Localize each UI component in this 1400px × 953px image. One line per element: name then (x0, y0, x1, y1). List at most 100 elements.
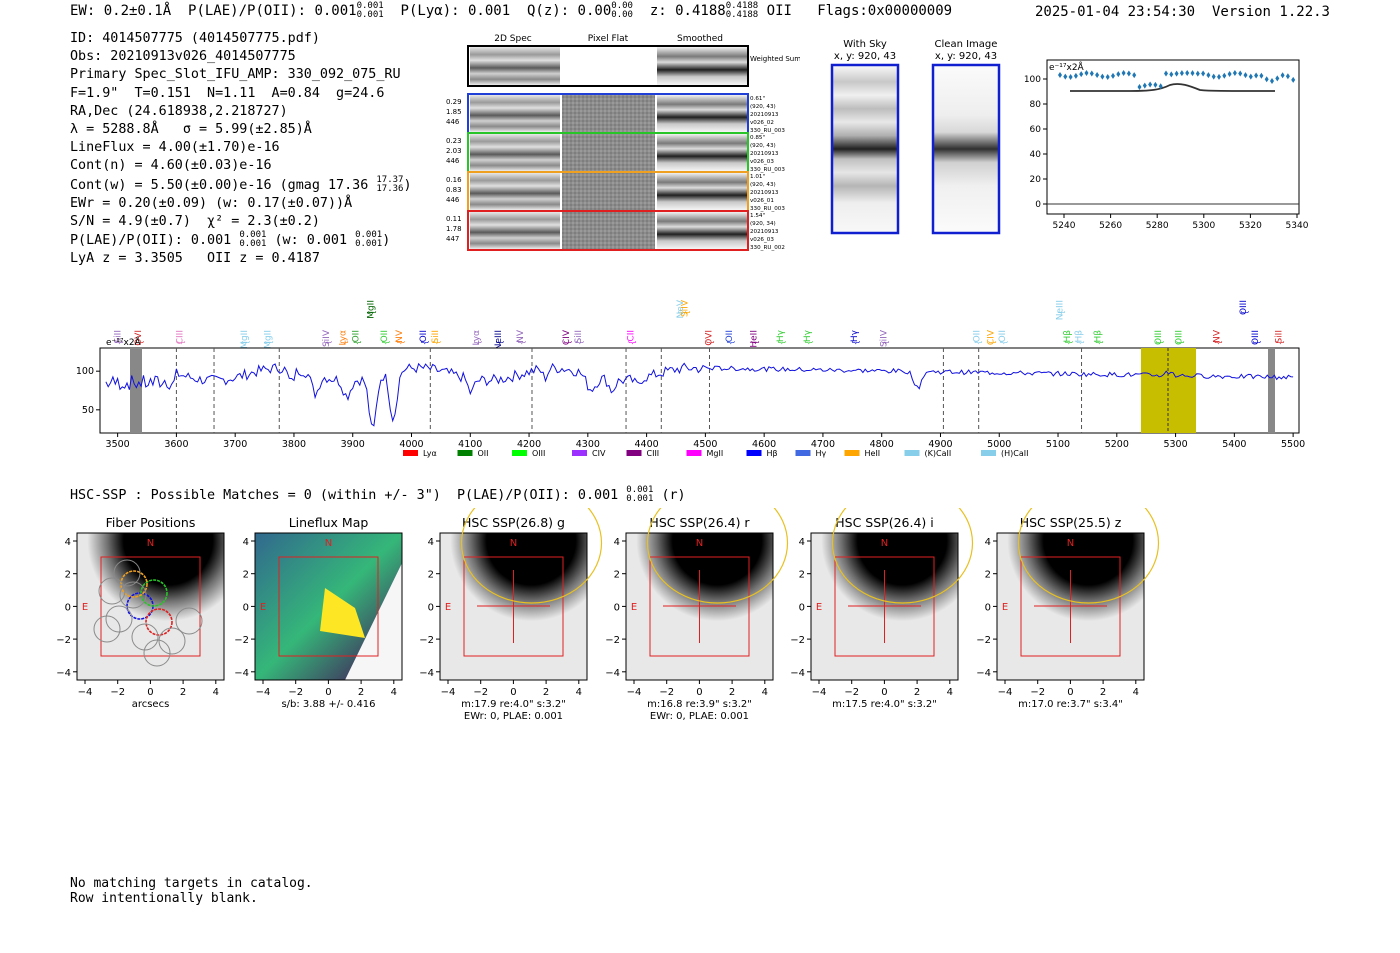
emission-line-label: Hγ (776, 329, 786, 342)
emission-line-brace: { (1064, 340, 1073, 345)
cutout-xtick-label: 4 (391, 687, 397, 698)
zoom-ytick-label: 80 (1030, 100, 1042, 110)
fs-xtick-label: 3900 (341, 439, 365, 450)
spec-row-2d (470, 173, 560, 210)
emission-line-label: SiIV (322, 329, 332, 347)
emission-line-brace: { (473, 340, 482, 345)
sn-chi2: S/N = 4.9(±0.7) χ² = 2.3(±0.2) (70, 214, 320, 230)
spec-row-left-text: 2.03 (446, 147, 462, 155)
zoom-data-point (1068, 73, 1073, 80)
cutout-xtick-label: 2 (543, 687, 549, 698)
legend-swatch (904, 450, 920, 456)
emission-line-label: OVI (704, 330, 714, 346)
emission-line-brace: { (628, 340, 637, 345)
lineflux: LineFlux = 4.00(±1.70)e-16 (70, 140, 280, 156)
emission-line-brace: { (135, 340, 144, 345)
aperture-box (100, 556, 201, 657)
zoom-data-point (1280, 72, 1285, 79)
cutout-caption-2: EWr: 0, PLAE: 0.001 (650, 711, 749, 722)
fs-xtick-label: 3600 (164, 439, 188, 450)
fs-xtick-label: 4500 (693, 439, 717, 450)
obs-id: Obs: 20210913v026_4014507775 (70, 49, 296, 65)
emission-line-brace: { (1240, 310, 1249, 315)
emission-line-label: MgII (263, 330, 273, 349)
ew-value: EW: 0.2±0.1Å (70, 3, 172, 19)
spec-row-right-text: 330_RU_003 (750, 167, 785, 173)
zoom-data-point (1285, 73, 1290, 80)
emission-line-label: OII (419, 330, 429, 342)
spec-row-smoothed (657, 173, 747, 210)
legend-label: OII (478, 449, 489, 458)
emission-line-label: OIII (1154, 330, 1164, 345)
zoom-data-point (1100, 73, 1105, 80)
plae-w-upper: 0.001 (355, 230, 383, 241)
cutout-title: HSC SSP(25.5) z (1020, 515, 1122, 530)
cutout-xtick-label: 2 (358, 687, 364, 698)
cutout-ytick-label: −4 (790, 668, 805, 679)
emission-line-brace: { (367, 310, 376, 315)
emission-line-label: Hβ (1063, 330, 1073, 343)
cutout-title: HSC SSP(26.8) g (462, 515, 565, 530)
north-label: N (510, 538, 517, 549)
full-spectrum-line (105, 362, 1294, 427)
legend-label: CIV (592, 449, 606, 458)
cutout-ytick-label: −4 (976, 668, 991, 679)
galaxy-ellipse (646, 508, 789, 604)
fs-xtick-label: 5200 (1105, 439, 1129, 450)
spec-row-right-text: 20210913 (750, 190, 779, 196)
spec-row-right-text: v026_01 (750, 198, 774, 204)
emission-line-label: CIV (562, 329, 572, 345)
zoom-plot-frame (1046, 59, 1300, 215)
footer-line-2: Row intentionally blank. (70, 891, 258, 906)
zoom-data-point (1063, 73, 1068, 80)
footer-line-1: No matching targets in catalog. (70, 876, 313, 891)
spec-row-right-text: (920, 43) (750, 104, 776, 110)
zoom-data-point (1264, 76, 1269, 83)
cutout-ytick-label: 4 (799, 537, 805, 548)
plae-value: P(LAE)/P(OII): 0.001 (188, 3, 357, 19)
plae-upper: 0.001 (356, 1, 384, 11)
emission-line-brace: { (1094, 340, 1103, 345)
zoom-xtick-label: 5320 (1239, 221, 1262, 231)
cutout-xtick-label: −4 (812, 687, 827, 698)
emission-line-label: OII (998, 330, 1008, 342)
version: Version 1.22.3 (1211, 4, 1330, 20)
with-sky-xy: x, y: 920, 43 (834, 51, 896, 62)
zoom-data-point (1095, 72, 1100, 79)
spec-row-right-text: 330_RU_003 (750, 128, 785, 134)
emission-line-label: Hγ (803, 329, 813, 342)
aperture-box (649, 556, 750, 657)
spec-row-left-text: 447 (446, 235, 459, 243)
cutout-ytick-label: −4 (234, 668, 249, 679)
fs-xtick-label: 5000 (987, 439, 1011, 450)
spec-row-left-text: 1.78 (446, 225, 462, 233)
cutout-xtick-label: −4 (78, 687, 93, 698)
cutout-ytick-label: 4 (65, 537, 71, 548)
north-label: N (147, 538, 154, 549)
plae-w-lower: 0.001 (355, 239, 383, 250)
emission-line-label: NV (395, 329, 405, 343)
fs-xtick-label: 5300 (1163, 439, 1187, 450)
cutout-xtick-label: 2 (729, 687, 735, 698)
clean-image-title: Clean Image (935, 39, 998, 50)
emission-line-brace: { (115, 340, 124, 345)
fiber-circle-other (93, 615, 121, 643)
spec-row-left-text: 446 (446, 118, 460, 126)
legend-label: Lyα (423, 449, 437, 458)
zoom-data-point (1201, 70, 1206, 77)
emission-line-label: OII (380, 330, 390, 342)
fiber-circle-other (119, 581, 147, 609)
cutout-row: Fiber Positions N E 4 2 0 −2 −4 −4 −2 0 2 4 arcsecs Li… (56, 508, 1160, 722)
emission-line-label: OII (725, 330, 735, 342)
cutout-ytick-label: −2 (790, 635, 805, 646)
spec-row-flat (562, 95, 655, 132)
zoom-unit-label: e⁻¹⁷x2Å (1049, 61, 1085, 73)
legend-label: OIII (532, 449, 545, 458)
fs-xtick-label: 4800 (870, 439, 894, 450)
fs-xtick-label: 4600 (752, 439, 776, 450)
cutout-xtick-label: −2 (473, 687, 488, 698)
cutout-panel: HSC SSP(26.4) i N E 4 2 0 −2 −4 −4 −2 0 2 4 m:17.5 re… (790, 508, 974, 710)
masked-region-left (130, 348, 142, 433)
spec-row-left-text: 0.11 (446, 215, 462, 223)
aperture-box (834, 556, 935, 657)
